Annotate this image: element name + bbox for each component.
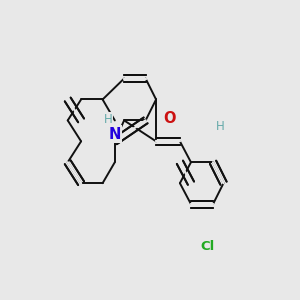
Text: O: O: [164, 111, 176, 126]
Text: H: H: [216, 120, 225, 133]
Text: H: H: [103, 113, 112, 126]
Text: N: N: [108, 127, 121, 142]
Text: Cl: Cl: [200, 240, 214, 253]
